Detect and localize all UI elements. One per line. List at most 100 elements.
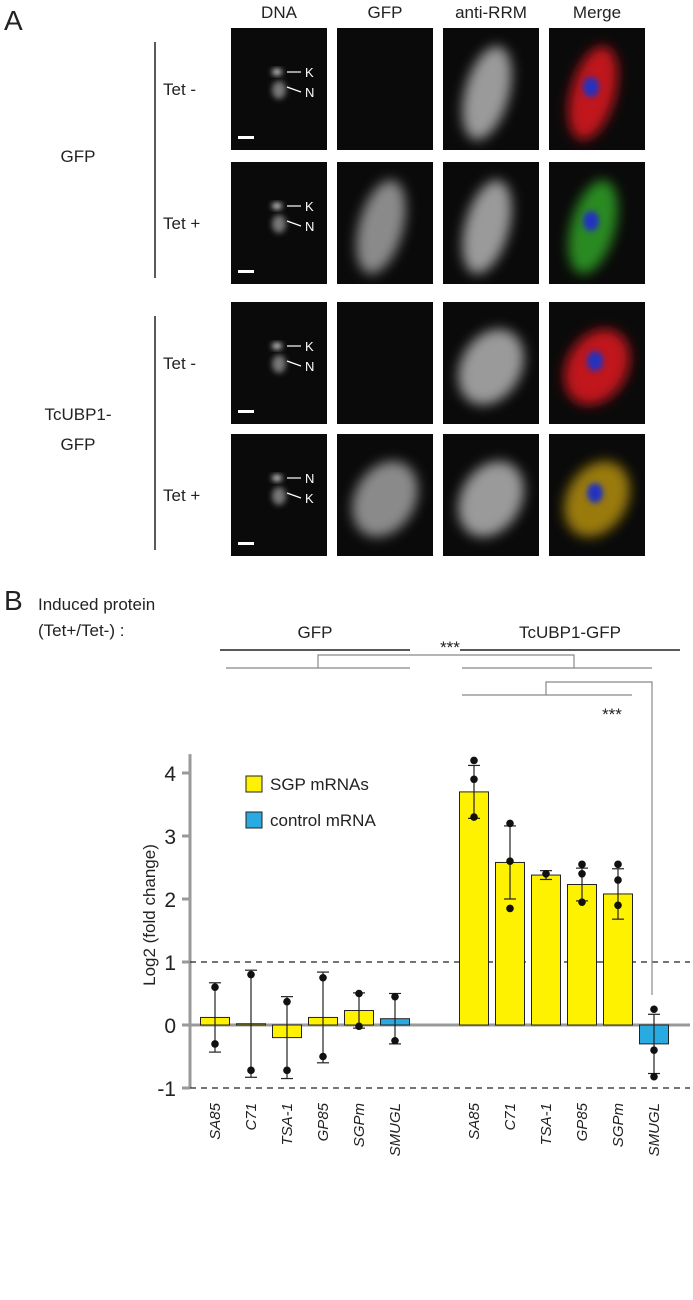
scale-bar <box>238 542 254 545</box>
x-tick-label: SMUGL <box>646 1103 663 1156</box>
data-point <box>391 992 399 1001</box>
micrograph: KN <box>231 28 327 150</box>
data-point <box>614 901 622 910</box>
group-label: TcUBP1- <box>44 405 111 424</box>
micrograph <box>337 302 433 424</box>
marker-arrow <box>286 86 302 93</box>
dna-overlay <box>587 351 603 371</box>
column-header: Merge <box>573 3 621 22</box>
micrograph <box>443 28 539 150</box>
micrograph <box>443 302 539 424</box>
x-tick-label: SA85 <box>207 1102 224 1139</box>
y-tick-label: 0 <box>164 1015 176 1038</box>
data-point <box>470 775 478 784</box>
row-label: Tet + <box>163 486 200 505</box>
marker-label: K <box>305 199 314 214</box>
kinetoplast <box>272 69 282 75</box>
significance: *** <box>440 638 460 657</box>
bar <box>531 874 561 1026</box>
image-bg <box>337 302 433 424</box>
marker-label: K <box>305 491 314 506</box>
group-label: GFP <box>298 623 333 642</box>
data-point <box>506 857 514 865</box>
marker-label: N <box>305 471 314 486</box>
group-label: GFP <box>61 435 96 454</box>
marker-label: K <box>305 339 314 354</box>
data-point <box>247 970 255 979</box>
marker-label: N <box>305 219 314 234</box>
data-point <box>391 1036 399 1045</box>
data-point <box>247 1066 255 1075</box>
cell <box>462 180 512 274</box>
bar <box>459 791 489 1026</box>
data-point <box>211 1040 219 1048</box>
cell <box>352 461 418 537</box>
data-point <box>614 876 622 884</box>
x-tick-label: GP85 <box>574 1102 591 1141</box>
x-tick-label: TSA-1 <box>279 1103 296 1146</box>
x-tick-label: C71 <box>502 1103 519 1131</box>
data-point <box>506 819 514 828</box>
data-point <box>614 860 622 869</box>
row-label: Tet - <box>163 80 196 99</box>
marker-arrow <box>286 492 302 499</box>
micrograph <box>549 162 645 284</box>
y-tick-label: 1 <box>164 952 176 975</box>
significance-bracket <box>545 681 653 995</box>
micrograph <box>337 162 433 284</box>
bar <box>567 884 597 1026</box>
micrograph <box>443 434 539 556</box>
scale-bar <box>238 270 254 273</box>
kinetoplast <box>272 343 282 349</box>
x-tick-label: GP85 <box>315 1102 332 1141</box>
significance-bracket <box>317 654 575 668</box>
micrograph <box>337 28 433 150</box>
data-point <box>470 756 478 765</box>
y-tick-label: 3 <box>164 826 176 849</box>
data-point <box>650 1005 658 1014</box>
column-header: anti-RRM <box>455 3 527 22</box>
scale-bar <box>238 410 254 413</box>
x-tick-label: SA85 <box>466 1102 483 1139</box>
dna-overlay <box>587 483 603 503</box>
cell <box>356 180 406 274</box>
y-tick-label: -1 <box>157 1078 176 1101</box>
y-tick-label: 4 <box>164 763 176 786</box>
data-point <box>211 983 219 991</box>
data-point <box>319 1052 327 1061</box>
marker-label: N <box>305 359 314 374</box>
nucleus <box>272 215 286 233</box>
nucleus <box>272 355 286 373</box>
data-point <box>319 973 327 982</box>
data-point <box>506 904 514 913</box>
micrograph: KN <box>231 162 327 284</box>
micrograph <box>337 434 433 556</box>
legend-swatch <box>245 811 263 829</box>
group-label: GFP <box>61 147 96 166</box>
data-point <box>355 989 363 998</box>
group-label: TcUBP1-GFP <box>519 623 621 642</box>
kinetoplast <box>272 203 282 209</box>
data-point <box>578 898 586 906</box>
cell <box>458 461 524 537</box>
data-point <box>650 1072 658 1081</box>
data-point <box>283 1066 291 1075</box>
y-tick-label: 2 <box>164 889 176 912</box>
header: (Tet+/Tet-) : <box>38 621 124 640</box>
data-point <box>355 1022 363 1031</box>
data-point <box>470 813 478 821</box>
data-point <box>578 870 586 878</box>
micrograph: KN <box>231 302 327 424</box>
cell <box>462 46 512 140</box>
x-tick-label: SGPm <box>351 1103 368 1147</box>
legend-label: SGP mRNAs <box>270 775 369 794</box>
dna-overlay <box>583 77 599 97</box>
micrograph <box>443 162 539 284</box>
marker-arrow <box>286 220 302 227</box>
nucleus <box>272 81 286 99</box>
image-bg <box>337 28 433 150</box>
micrograph <box>549 434 645 556</box>
row-label: Tet - <box>163 354 196 373</box>
legend-label: control mRNA <box>270 811 376 830</box>
legend-swatch <box>245 775 263 793</box>
